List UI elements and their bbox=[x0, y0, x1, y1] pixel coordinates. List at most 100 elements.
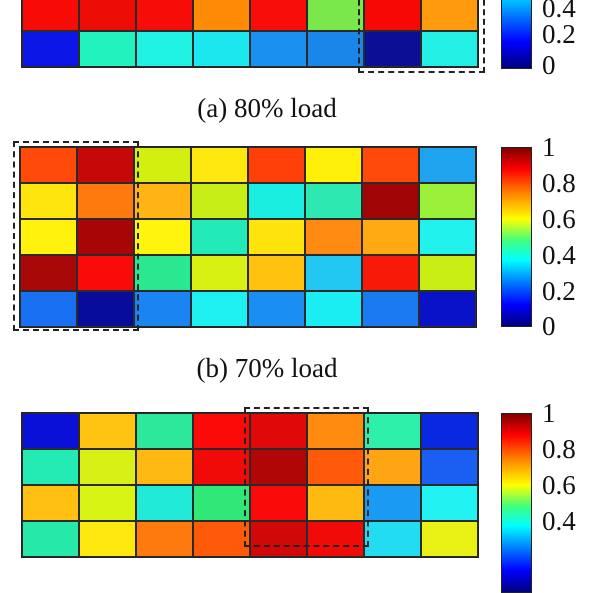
heatmap-cell bbox=[362, 291, 419, 327]
heatmap-cell bbox=[77, 255, 134, 291]
heatmap-cell bbox=[364, 449, 421, 485]
heatmap-cell bbox=[136, 449, 193, 485]
heatmap-cell bbox=[250, 449, 307, 485]
heatmap-cell bbox=[20, 291, 77, 327]
colorbar-a-tick: 0 bbox=[542, 50, 556, 80]
heatmap-cell bbox=[136, 0, 193, 31]
heatmap-cell bbox=[307, 0, 364, 31]
colorbar-c-tick: 1 bbox=[542, 398, 556, 428]
colorbar-c-tick: 0.6 bbox=[542, 470, 576, 500]
colorbar-a-tick: 0.4 bbox=[542, 0, 576, 23]
heatmap-cell bbox=[307, 521, 364, 557]
heatmap-cell bbox=[421, 0, 478, 31]
heatmap-cell bbox=[136, 521, 193, 557]
heatmap-cell bbox=[305, 147, 362, 183]
colorbar-b-tick: 0.6 bbox=[542, 204, 576, 234]
heatmap-cell bbox=[419, 291, 476, 327]
heatmap-cell bbox=[307, 485, 364, 521]
heatmap-cell bbox=[191, 219, 248, 255]
heatmap-cell bbox=[191, 147, 248, 183]
heatmap-cell bbox=[305, 291, 362, 327]
heatmap-cell bbox=[193, 0, 250, 31]
heatmap-cell bbox=[305, 183, 362, 219]
heatmap-cell bbox=[20, 147, 77, 183]
heatmap-cell bbox=[364, 0, 421, 31]
heatmap-cell bbox=[134, 291, 191, 327]
heatmap-cell bbox=[250, 521, 307, 557]
heatmap-cell bbox=[77, 291, 134, 327]
heatmap-cell bbox=[421, 31, 478, 67]
heatmap-a bbox=[21, 0, 479, 68]
heatmap-cell bbox=[362, 183, 419, 219]
heatmap-cell bbox=[134, 219, 191, 255]
heatmap-cell bbox=[136, 413, 193, 449]
heatmap-cell bbox=[20, 255, 77, 291]
heatmap-cell bbox=[364, 413, 421, 449]
heatmap-cell bbox=[307, 449, 364, 485]
colorbar-c-tick: 0.8 bbox=[542, 434, 576, 464]
heatmap-cell bbox=[136, 31, 193, 67]
caption-a: (a) 80% load bbox=[197, 93, 337, 123]
heatmap-cell bbox=[248, 255, 305, 291]
heatmap-cell bbox=[22, 449, 79, 485]
colorbar-b bbox=[501, 147, 532, 327]
heatmap-cell bbox=[364, 31, 421, 67]
heatmap-cell bbox=[248, 147, 305, 183]
heatmap-cell bbox=[193, 485, 250, 521]
heatmap-cell bbox=[77, 183, 134, 219]
heatmap-cell bbox=[79, 485, 136, 521]
heatmap-cell bbox=[248, 219, 305, 255]
colorbar-a bbox=[501, 0, 532, 69]
heatmap-cell bbox=[250, 485, 307, 521]
heatmap-cell bbox=[191, 291, 248, 327]
heatmap-cell bbox=[421, 413, 478, 449]
heatmap-cell bbox=[250, 413, 307, 449]
heatmap-cell bbox=[305, 255, 362, 291]
heatmap-cell bbox=[20, 183, 77, 219]
heatmap-cell bbox=[250, 0, 307, 31]
heatmap-cell bbox=[307, 413, 364, 449]
heatmap-cell bbox=[77, 219, 134, 255]
heatmap-cell bbox=[362, 147, 419, 183]
heatmap-cell bbox=[77, 147, 134, 183]
heatmap-cell bbox=[193, 31, 250, 67]
heatmap-cell bbox=[364, 521, 421, 557]
heatmap-b bbox=[19, 146, 477, 328]
heatmap-cell bbox=[79, 521, 136, 557]
heatmap-cell bbox=[22, 521, 79, 557]
heatmap-cell bbox=[22, 413, 79, 449]
heatmap-cell bbox=[419, 255, 476, 291]
colorbar-b-tick: 0.8 bbox=[542, 168, 576, 198]
heatmap-cell bbox=[305, 219, 362, 255]
heatmap-cell bbox=[250, 31, 307, 67]
heatmap-cell bbox=[364, 485, 421, 521]
heatmap-cell bbox=[421, 521, 478, 557]
heatmap-cell bbox=[191, 183, 248, 219]
heatmap-cell bbox=[248, 183, 305, 219]
heatmap-cell bbox=[136, 485, 193, 521]
heatmap-cell bbox=[307, 31, 364, 67]
heatmap-cell bbox=[191, 255, 248, 291]
heatmap-cell bbox=[362, 219, 419, 255]
heatmap-cell bbox=[362, 255, 419, 291]
heatmap-cell bbox=[22, 31, 79, 67]
heatmap-cell bbox=[419, 183, 476, 219]
heatmap-cell bbox=[79, 0, 136, 31]
heatmap-cell bbox=[134, 147, 191, 183]
colorbar-a-tick: 0.2 bbox=[542, 19, 576, 49]
colorbar-b-tick: 0.4 bbox=[542, 240, 576, 270]
heatmap-cell bbox=[193, 521, 250, 557]
heatmap-cell bbox=[22, 485, 79, 521]
heatmap-cell bbox=[79, 31, 136, 67]
heatmap-cell bbox=[22, 0, 79, 31]
heatmap-cell bbox=[248, 291, 305, 327]
caption-b: (b) 70% load bbox=[196, 353, 338, 383]
colorbar-c bbox=[501, 413, 532, 593]
colorbar-b-tick: 1 bbox=[542, 132, 556, 162]
heatmap-cell bbox=[193, 449, 250, 485]
heatmap-cell bbox=[419, 147, 476, 183]
heatmap-cell bbox=[421, 485, 478, 521]
heatmap-c bbox=[21, 412, 479, 558]
colorbar-b-tick: 0.2 bbox=[542, 276, 576, 306]
colorbar-c-tick: 0.4 bbox=[542, 506, 576, 536]
